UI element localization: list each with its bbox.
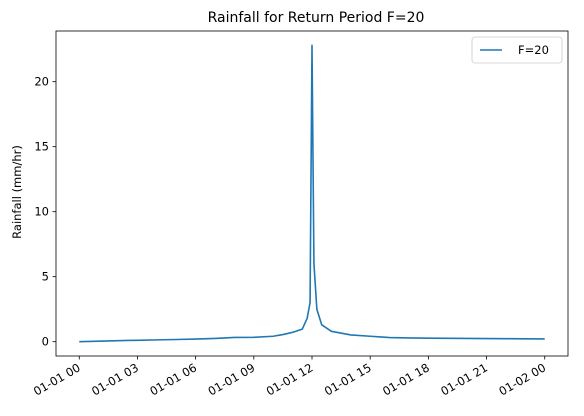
y-tick-label: 15 <box>34 140 49 154</box>
plot-frame <box>55 30 569 357</box>
legend: F=20 <box>471 36 563 64</box>
y-axis: 0 5 10 15 20 <box>34 75 56 349</box>
y-tick-label: 0 <box>42 335 49 349</box>
chart-title: Rainfall for Return Period F=20 <box>208 10 425 26</box>
y-tick-label: 10 <box>34 205 49 219</box>
y-tick-label: 5 <box>42 270 49 284</box>
y-tick-label: 20 <box>34 75 49 89</box>
legend-box <box>471 36 563 64</box>
plot-area <box>79 44 545 343</box>
legend-label-f20: F=20 <box>518 43 549 57</box>
series-line-f20 <box>79 44 545 343</box>
y-axis-label: Rainfall (mm/hr) <box>10 145 24 239</box>
